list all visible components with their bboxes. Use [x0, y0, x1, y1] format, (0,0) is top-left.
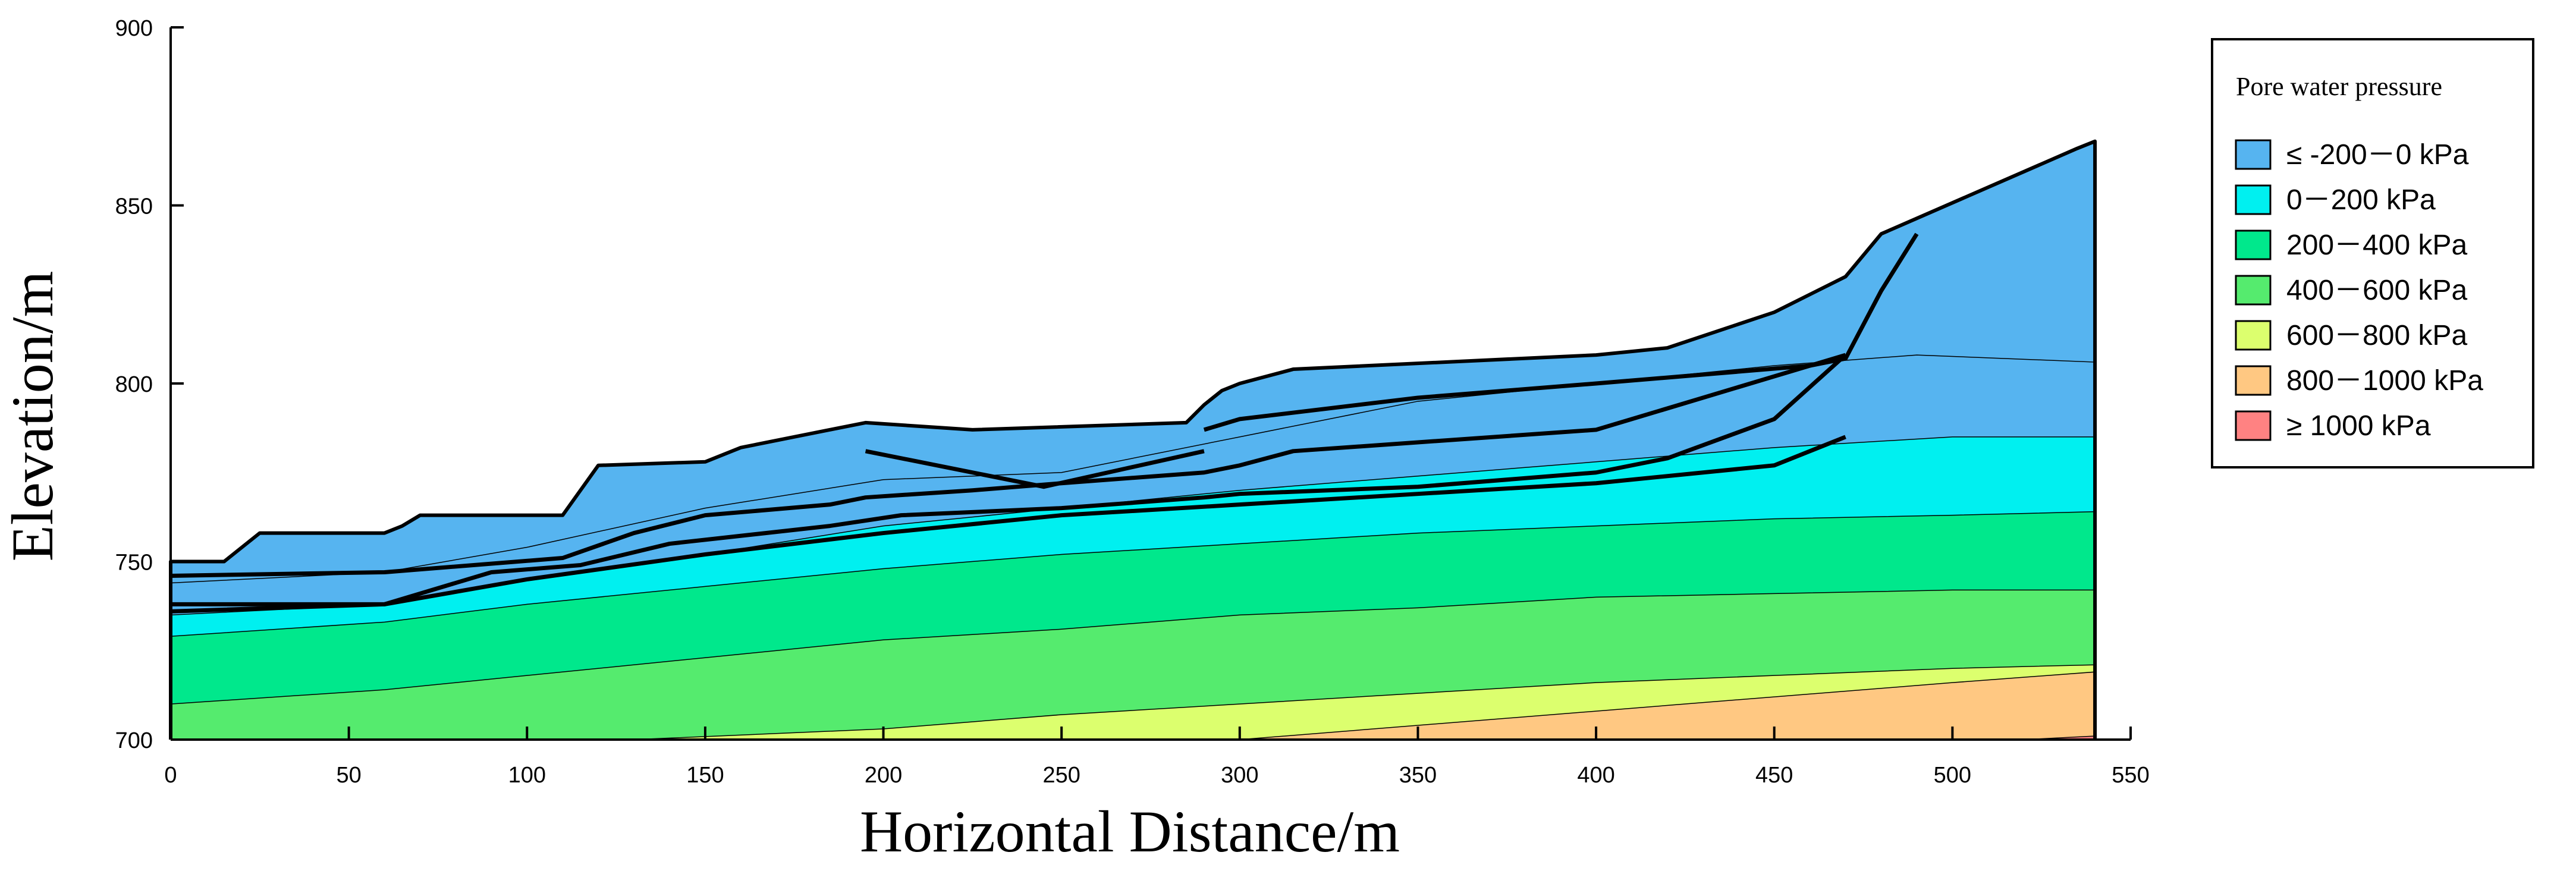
legend-swatch — [2235, 320, 2272, 351]
legend-swatch — [2235, 275, 2272, 306]
y-tick-label: 700 — [115, 728, 153, 753]
x-tick-label: 200 — [865, 763, 902, 788]
legend-swatch — [2235, 184, 2272, 215]
y-tick-label: 750 — [115, 551, 153, 576]
y-tick-label: 800 — [115, 372, 153, 397]
layer-boundary-1 — [171, 353, 1847, 606]
layer-boundary-4 — [1203, 232, 1919, 432]
y-tick-label: 850 — [115, 194, 153, 219]
layer-boundary-3 — [865, 449, 1205, 489]
plot-area — [169, 139, 2097, 740]
x-tick-label: 100 — [508, 763, 546, 788]
x-tick-label: 350 — [1399, 763, 1437, 788]
x-tick-label: 400 — [1577, 763, 1614, 788]
layer-boundary-2 — [170, 435, 1846, 614]
x-tick-label: 300 — [1221, 763, 1258, 788]
legend-entry-label: 0－200 kPa — [2286, 184, 2436, 216]
x-axis-title: Horizontal Distance/m — [860, 798, 1400, 864]
legend-title: Pore water pressure — [2236, 72, 2442, 101]
y-tick-label: 900 — [115, 16, 153, 41]
x-tick-label: 0 — [164, 763, 177, 788]
legend-entry-label: 200－400 kPa — [2286, 229, 2468, 261]
x-tick-label: 150 — [686, 763, 724, 788]
legend-entry-label: ≤ -200－0 kPa — [2286, 139, 2469, 171]
x-tick-label: 50 — [336, 763, 361, 788]
legend-entry-label: 800－1000 kPa — [2286, 365, 2483, 397]
pressure-bands — [171, 141, 2096, 740]
legend: Pore water pressure ≤ -200－0 kPa 0－200 kP… — [2211, 38, 2534, 468]
legend-swatch — [2235, 410, 2272, 441]
x-tick-label: 250 — [1042, 763, 1080, 788]
layer-boundary-0 — [170, 353, 1846, 578]
x-tick-label: 500 — [1934, 763, 1971, 788]
legend-entry-label: ≥ 1000 kPa — [2286, 410, 2431, 442]
legend-swatch — [2235, 139, 2272, 170]
legend-swatch — [2235, 365, 2272, 396]
ground-surface — [169, 139, 2097, 740]
x-tick-label: 550 — [2112, 763, 2149, 788]
axes: 0 50 100 150 200 250 300 350 400 450 500 550 700 750 8… — [115, 16, 2150, 788]
x-tick-label: 450 — [1755, 763, 1793, 788]
legend-entry-label: 400－600 kPa — [2286, 275, 2468, 306]
legend-entry-label: 600－800 kPa — [2286, 320, 2468, 351]
legend-swatch — [2235, 229, 2272, 260]
y-axis-title: Elevation/m — [0, 271, 65, 562]
